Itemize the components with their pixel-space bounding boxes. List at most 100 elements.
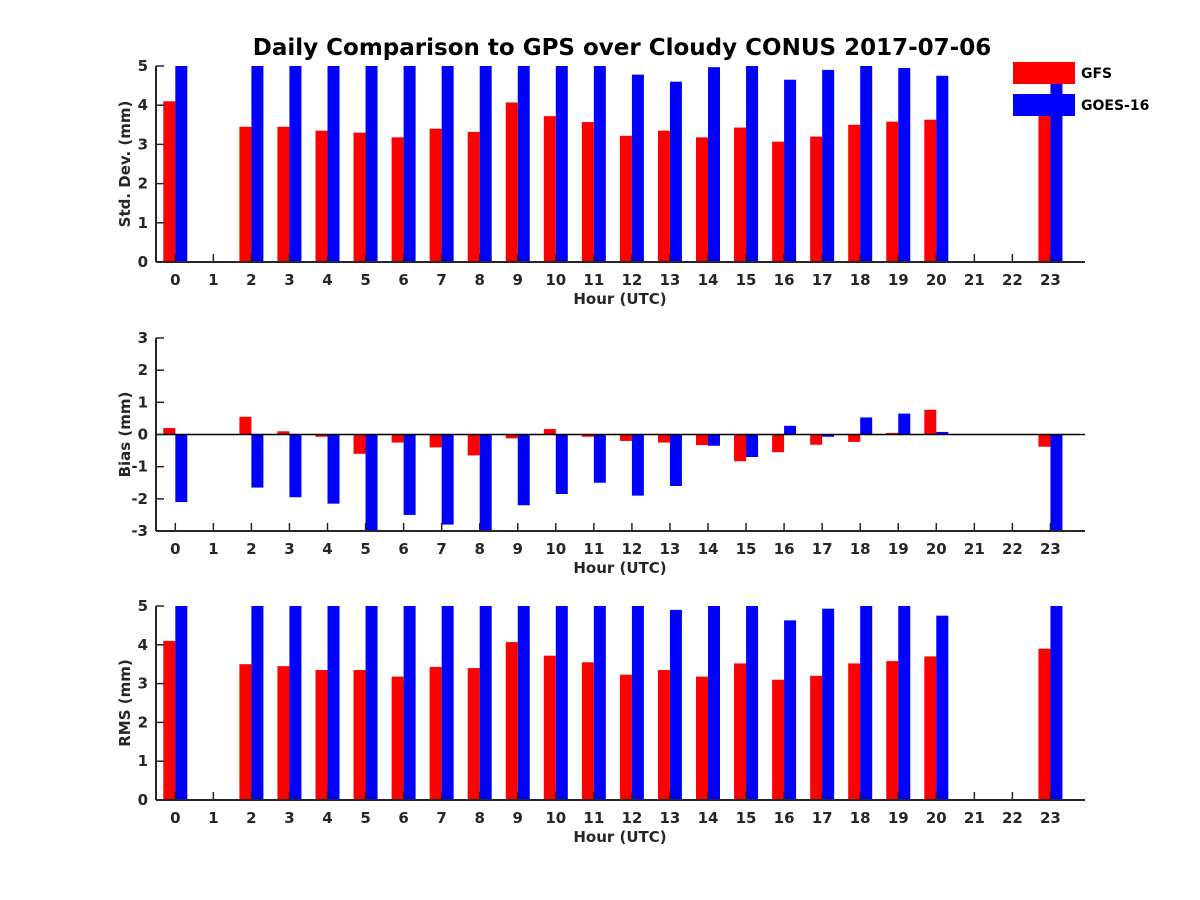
- bar-gfs-hour-20: [924, 656, 937, 800]
- bar-gfs-hour-5: [353, 132, 366, 262]
- x-axis-label: Hour (UTC): [573, 290, 666, 308]
- bar-gfs-hour-13: [657, 130, 670, 262]
- bar-gfs-hour-16: [772, 679, 785, 800]
- x-tick-label: 15: [736, 271, 757, 289]
- bar-gfs-hour-10: [543, 429, 556, 435]
- x-tick-label: 18: [850, 271, 871, 289]
- x-tick-label: 12: [621, 540, 642, 558]
- x-tick-label: 20: [926, 809, 947, 827]
- bar-goes16-hour-16: [784, 620, 797, 800]
- x-tick-label: 17: [812, 271, 833, 289]
- bar-gfs-hour-17: [810, 136, 823, 262]
- bar-goes16-hour-0: [175, 434, 188, 503]
- x-tick-label: 2: [246, 271, 256, 289]
- bar-gfs-hour-23: [1038, 434, 1051, 447]
- bar-goes16-hour-8: [479, 434, 492, 531]
- bar-goes16-hour-2: [251, 606, 264, 800]
- bar-goes16-hour-3: [289, 66, 302, 262]
- x-tick-label: 5: [360, 809, 370, 827]
- bar-gfs-hour-13: [657, 670, 670, 800]
- bar-goes16-hour-23: [1050, 606, 1063, 800]
- x-tick-label: 6: [398, 271, 408, 289]
- bar-goes16-hour-17: [822, 434, 835, 437]
- x-tick-label: 17: [812, 540, 833, 558]
- x-tick-label: 3: [284, 271, 294, 289]
- bar-gfs-hour-0: [163, 428, 176, 435]
- x-tick-label: 3: [284, 809, 294, 827]
- x-tick-label: 10: [545, 540, 566, 558]
- legend-swatch-goes16: [1013, 94, 1075, 116]
- y-tick-label: 5: [138, 597, 148, 615]
- bar-goes16-hour-13: [669, 609, 682, 800]
- bar-goes16-hour-0: [175, 66, 188, 262]
- x-tick-label: 2: [246, 809, 256, 827]
- y-tick-label: 0: [138, 791, 148, 809]
- bar-gfs-hour-9: [505, 434, 518, 439]
- x-tick-label: 19: [888, 540, 909, 558]
- x-tick-label: 23: [1040, 809, 1061, 827]
- bar-goes16-hour-20: [936, 615, 949, 800]
- bar-goes16-hour-4: [327, 606, 340, 800]
- bar-goes16-hour-4: [327, 66, 340, 262]
- x-tick-label: 14: [698, 809, 719, 827]
- x-tick-label: 22: [1002, 809, 1023, 827]
- bar-goes16-hour-10: [555, 66, 568, 262]
- bar-gfs-hour-5: [353, 434, 366, 454]
- x-tick-label: 23: [1040, 271, 1061, 289]
- y-tick-label: 4: [138, 636, 148, 654]
- bar-goes16-hour-15: [746, 606, 759, 800]
- x-tick-label: 23: [1040, 540, 1061, 558]
- x-tick-label: 14: [698, 271, 719, 289]
- bar-goes16-hour-14: [708, 434, 720, 446]
- x-tick-label: 0: [170, 540, 180, 558]
- x-tick-label: 13: [660, 809, 681, 827]
- bar-gfs-hour-6: [391, 137, 404, 262]
- bar-goes16-hour-6: [403, 606, 416, 800]
- y-tick-label: -2: [131, 490, 148, 508]
- bar-gfs-hour-12: [619, 674, 632, 800]
- bar-goes16-hour-6: [403, 66, 416, 262]
- bar-gfs-hour-7: [429, 666, 442, 800]
- bar-goes16-hour-3: [289, 434, 302, 498]
- bar-goes16-hour-17: [822, 69, 835, 262]
- y-tick-label: 2: [138, 713, 148, 731]
- bar-gfs-hour-12: [619, 434, 632, 441]
- bar-gfs-hour-3: [277, 666, 290, 800]
- bar-gfs-hour-12: [619, 135, 632, 262]
- bar-goes16-hour-14: [708, 67, 720, 263]
- bar-goes16-hour-20: [936, 431, 949, 435]
- bar-gfs-hour-11: [581, 122, 594, 262]
- y-tick-label: 1: [138, 214, 148, 232]
- bar-goes16-hour-19: [898, 606, 911, 800]
- bar-goes16-hour-12: [631, 606, 644, 800]
- x-tick-label: 0: [170, 809, 180, 827]
- bar-goes16-hour-11: [593, 606, 606, 800]
- bar-gfs-hour-8: [467, 434, 480, 456]
- bar-goes16-hour-14: [708, 606, 720, 800]
- bar-gfs-hour-18: [848, 124, 861, 262]
- bar-gfs-hour-17: [810, 675, 823, 800]
- y-tick-label: 2: [138, 361, 148, 379]
- bar-gfs-hour-13: [657, 434, 670, 443]
- x-tick-label: 14: [698, 540, 719, 558]
- y-tick-label: -1: [131, 458, 148, 476]
- bar-goes16-hour-13: [669, 434, 682, 486]
- y-tick-label: -3: [131, 522, 148, 540]
- chart-title: Daily Comparison to GPS over Cloudy CONU…: [253, 35, 991, 61]
- bar-gfs-hour-4: [315, 670, 328, 800]
- y-tick-label: 3: [138, 329, 148, 347]
- bar-gfs-hour-2: [239, 416, 252, 435]
- x-axis-label: Hour (UTC): [573, 559, 666, 577]
- bar-goes16-hour-11: [593, 434, 606, 483]
- bar-goes16-hour-16: [784, 425, 797, 435]
- x-tick-label: 10: [545, 809, 566, 827]
- bar-goes16-hour-10: [555, 606, 568, 800]
- bar-gfs-hour-18: [848, 434, 861, 442]
- bar-goes16-hour-4: [327, 434, 340, 504]
- bar-gfs-hour-20: [924, 409, 937, 435]
- x-tick-label: 20: [926, 540, 947, 558]
- bar-gfs-hour-2: [239, 126, 252, 262]
- x-tick-label: 0: [170, 271, 180, 289]
